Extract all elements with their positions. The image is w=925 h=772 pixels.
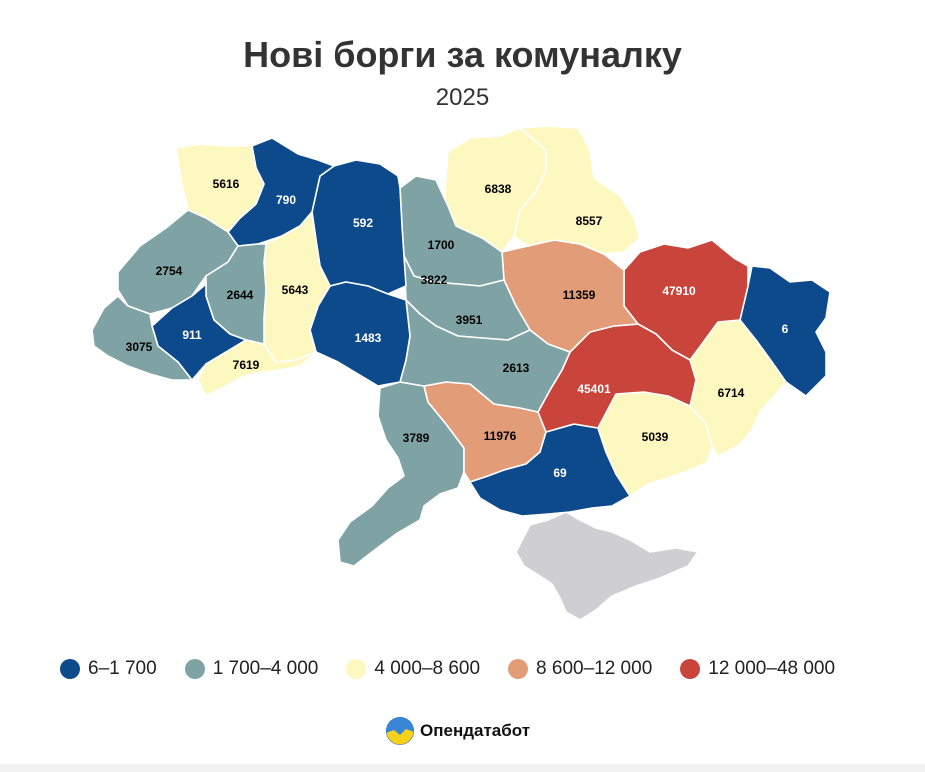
opendatabot-logo-icon [386, 717, 414, 745]
map-legend: 6–1 700 1 700–4 000 4 000–8 600 8 600–12… [60, 656, 870, 682]
region-value-labels: 5616 790 592 1700 6838 8557 2754 2644 56… [126, 177, 789, 480]
label-cherkaska: 3822 [421, 273, 448, 287]
label-kirovohradska: 3951 [456, 313, 483, 327]
label-zakarpatska: 3075 [126, 340, 153, 354]
label-odeska: 3789 [403, 431, 430, 445]
legend-label: 12 000–48 000 [708, 658, 836, 679]
legend-label: 1 700–4 000 [212, 658, 319, 679]
label-vinnytska: 1483 [355, 331, 382, 345]
region-kirovohradska [399, 299, 571, 413]
label-lvivska: 2754 [156, 264, 183, 278]
ukraine-choropleth-map: 5616 790 592 1700 6838 8557 2754 2644 56… [91, 125, 831, 621]
brand-logo: Опендатабот [386, 716, 530, 746]
legend-label: 4 000–8 600 [374, 658, 481, 679]
region-crimea [515, 511, 699, 621]
label-kharkivska: 47910 [662, 284, 696, 298]
label-ivano-frankivska: 911 [182, 328, 202, 342]
legend-swatch [346, 659, 367, 679]
label-chernihivska: 6838 [485, 182, 512, 196]
region-chernivetska [197, 339, 317, 397]
legend-swatch [60, 659, 80, 679]
legend-swatch [680, 659, 701, 679]
region-luhanska [739, 265, 831, 397]
legend-item: 1 700–4 000 [184, 656, 319, 682]
label-dnipro-red: 45401 [577, 382, 611, 396]
page-bottom-strip [0, 764, 925, 772]
legend-label: 6–1 700 [88, 658, 157, 679]
label-mykolaivska: 11976 [484, 429, 517, 443]
map-subtitle: 2025 [435, 84, 490, 111]
label-zhytomyrska: 592 [353, 216, 373, 230]
label-luhanska: 6 [782, 322, 789, 336]
legend-item: 6–1 700 [60, 656, 157, 682]
label-kyivska: 1700 [428, 238, 455, 252]
label-sumska: 8557 [576, 214, 603, 228]
label-khmelnytska: 5643 [282, 283, 309, 297]
legend-swatch [508, 659, 529, 679]
label-zaporizka: 5039 [642, 430, 669, 444]
label-ternopilska: 2644 [227, 288, 254, 302]
map-title: Нові борги за комуналку [243, 34, 682, 75]
label-dnipropetrovska: 2613 [503, 361, 530, 375]
label-chernivetska: 7619 [233, 358, 260, 372]
legend-item: 4 000–8 600 [346, 656, 480, 682]
legend-item: 8 600–12 000 [508, 656, 652, 682]
label-volynska: 5616 [213, 177, 240, 191]
label-rivnenska: 790 [276, 193, 296, 207]
label-poltavska: 11359 [563, 288, 596, 302]
legend-swatch [184, 659, 205, 679]
label-donetska: 6714 [718, 386, 745, 400]
legend-label: 8 600–12 000 [536, 658, 653, 679]
brand-name: Опендатабот [420, 721, 531, 740]
legend-item: 12 000–48 000 [680, 656, 835, 682]
region-zakarpatska [91, 295, 193, 381]
label-khersonska: 69 [553, 466, 567, 480]
